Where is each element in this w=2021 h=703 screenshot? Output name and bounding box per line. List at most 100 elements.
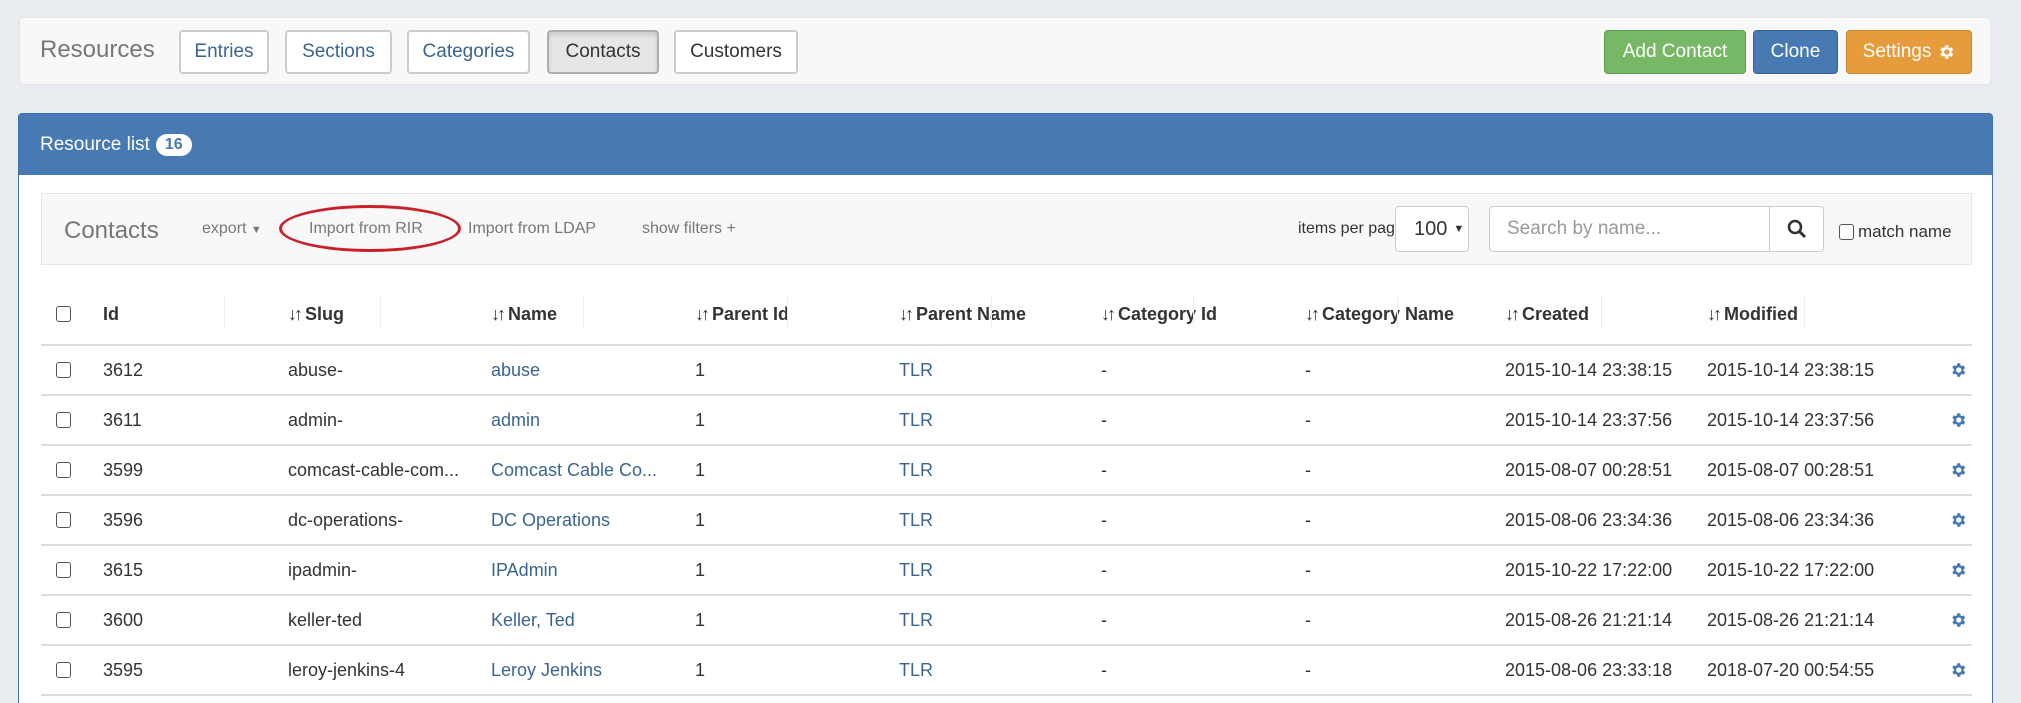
cell-slug: dc-operations- [288,509,404,530]
cell-category-name: - [1305,609,1311,630]
select-all-checkbox[interactable] [56,306,71,322]
highlight-circle [279,205,461,252]
table-row: 3595 leroy-jenkins-4 Leroy Jenkins 1 TLR - - 20… [41,646,1972,696]
column-header-created[interactable]: ↓↑ Created [1505,284,1589,344]
cell-category-id: - [1101,459,1107,480]
column-header-parent-name[interactable]: ↓↑ Parent Name [899,284,1026,344]
column-divider [991,296,992,328]
row-checkbox[interactable] [56,662,71,678]
cell-name[interactable]: Keller, Ted [491,609,575,630]
row-checkbox-cell [56,646,71,694]
import-from-rir-link[interactable]: Import from RIR [309,220,423,237]
import-from-ldap-link[interactable]: Import from LDAP [468,220,597,237]
cell-parent-name[interactable]: TLR [899,359,934,380]
items-per-page-select[interactable]: 100 ▼ [1395,206,1469,252]
cell-category-name: - [1305,659,1311,680]
column-header-label: Category Id [1118,303,1218,324]
nav-sections-button[interactable]: Sections [285,30,392,74]
column-divider [583,296,584,328]
cell-id: 3611 [103,409,142,430]
cell-modified: 2015-08-06 23:34:36 [1707,509,1875,530]
cell-parent-name[interactable]: TLR [899,559,934,580]
row-checkbox[interactable] [56,462,71,478]
row-checkbox-cell [56,346,71,394]
table-header-row: Id ↓↑ Slug ↓↑ Name ↓↑ Parent Id ↓↑ Parent Name ↓↑… [41,284,1972,346]
gear-icon [1952,463,1966,477]
cell-name[interactable]: Comcast Cable Co... [491,459,658,480]
panel-header: Resource list 16 [19,114,1992,175]
row-checkbox-cell [56,596,71,644]
column-header-slug[interactable]: ↓↑ Slug [288,284,344,344]
table-row: 3599 comcast-cable-com... Comcast Cable Co… [41,446,1972,496]
cell-category-id: - [1101,509,1107,530]
cell-modified: 2018-07-20 00:54:55 [1707,659,1875,680]
table-row: 3600 keller-ted Keller, Ted 1 TLR - - 2015-08-2… [41,596,1972,646]
row-settings-button[interactable] [1949,596,1967,644]
show-filters-link[interactable]: show filters + [642,220,736,237]
search-button[interactable] [1769,206,1824,252]
cell-parent-name[interactable]: TLR [899,659,934,680]
table-row: 3615 ipadmin- IPAdmin 1 TLR - - 2015-10-22 17:2… [41,546,1972,596]
column-header-category-name[interactable]: ↓↑ Category Name [1305,284,1454,344]
column-divider [380,296,381,328]
settings-button[interactable]: Settings [1846,30,1972,74]
cell-name[interactable]: DC Operations [491,509,611,530]
column-header-parent-id[interactable]: ↓↑ Parent Id [695,284,789,344]
cell-name[interactable]: Leroy Jenkins [491,659,603,680]
row-settings-button[interactable] [1949,446,1967,494]
match-name-option: match name [1839,222,1952,242]
cell-name[interactable]: IPAdmin [491,559,558,580]
column-header-modified[interactable]: ↓↑ Modified [1707,284,1798,344]
row-settings-button[interactable] [1949,346,1967,394]
column-header-label: Created [1522,303,1590,324]
cell-id: 3600 [103,609,144,630]
cell-category-name: - [1305,509,1311,530]
cell-id: 3615 [103,559,144,580]
column-header-id[interactable]: Id [103,284,119,344]
cell-parent-name[interactable]: TLR [899,459,934,480]
cell-parent-id: 1 [695,609,706,630]
row-checkbox[interactable] [56,362,71,378]
row-checkbox[interactable] [56,512,71,528]
sort-arrows-icon: ↓↑ [1707,303,1722,324]
column-divider [1193,296,1194,328]
export-dropdown[interactable]: export ▼ [202,220,262,238]
cell-parent-name[interactable]: TLR [899,409,934,430]
nav-entries-button[interactable]: Entries [179,30,269,74]
gear-icon [1952,563,1966,577]
count-badge: 16 [155,133,192,156]
nav-customers-button[interactable]: Customers [674,30,798,74]
cell-name[interactable]: abuse [491,359,541,380]
cell-slug: leroy-jenkins-4 [288,659,406,680]
row-settings-button[interactable] [1949,496,1967,544]
match-name-label: match name [1858,222,1952,241]
cell-modified: 2015-10-14 23:38:15 [1707,359,1875,380]
cell-name[interactable]: admin [491,409,541,430]
column-header-name[interactable]: ↓↑ Name [491,284,557,344]
column-header-label: Name [508,303,558,324]
add-contact-button[interactable]: Add Contact [1604,30,1746,74]
clone-button[interactable]: Clone [1753,30,1838,74]
sort-arrows-icon: ↓↑ [1505,303,1520,324]
row-checkbox[interactable] [56,412,71,428]
row-settings-button[interactable] [1949,396,1967,444]
cell-parent-name[interactable]: TLR [899,509,934,530]
row-settings-button[interactable] [1949,646,1967,694]
cell-slug: comcast-cable-com... [288,459,460,480]
cell-parent-id: 1 [695,559,706,580]
nav-contacts-button[interactable]: Contacts [547,30,659,74]
match-name-checkbox[interactable] [1839,224,1854,240]
cell-created: 2015-08-06 23:33:18 [1505,659,1673,680]
search-input[interactable] [1489,206,1770,252]
row-settings-button[interactable] [1949,546,1967,594]
caret-down-icon: ▼ [1453,223,1465,235]
cell-parent-name[interactable]: TLR [899,609,934,630]
row-checkbox-cell [56,396,71,444]
row-checkbox-cell [56,546,71,594]
sort-arrows-icon: ↓↑ [491,303,506,324]
row-checkbox[interactable] [56,562,71,578]
nav-categories-button[interactable]: Categories [407,30,530,74]
column-header-category-id[interactable]: ↓↑ Category Id [1101,284,1217,344]
row-checkbox[interactable] [56,612,71,628]
cell-id: 3596 [103,509,144,530]
